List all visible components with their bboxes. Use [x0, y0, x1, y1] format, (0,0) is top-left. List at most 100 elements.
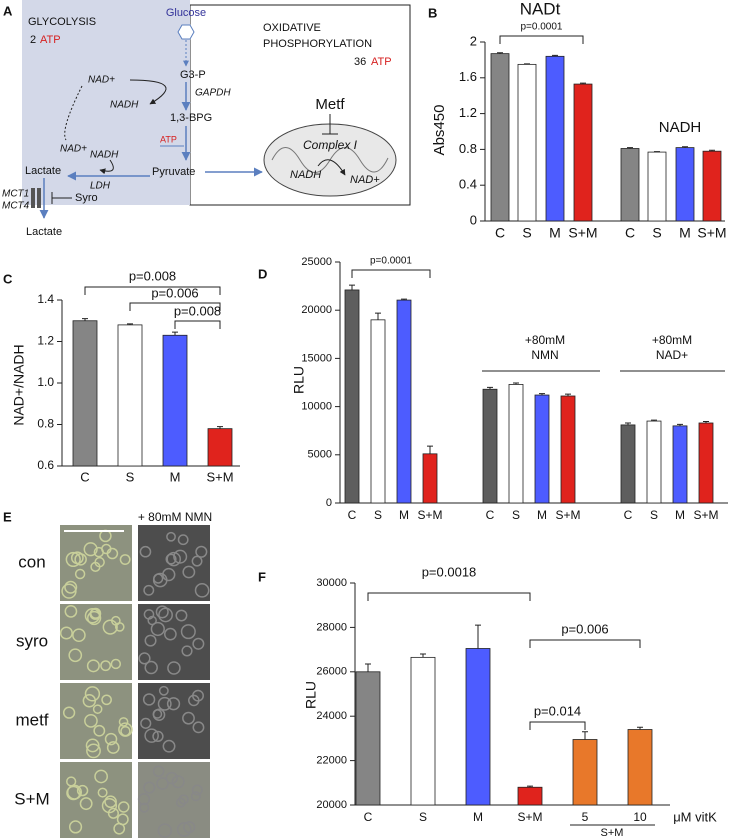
annotation: p=0.014 [534, 703, 581, 718]
significance-bracket [84, 286, 221, 295]
label: Syro [75, 192, 98, 204]
cell [190, 791, 201, 802]
cell [183, 821, 196, 834]
group-label: S+M [601, 827, 624, 839]
error-bar [172, 331, 178, 336]
cell [74, 568, 86, 580]
label: NADH [90, 150, 119, 161]
cell [171, 775, 185, 789]
label: Lactate [25, 165, 61, 177]
cell [150, 621, 165, 637]
cell [107, 807, 119, 819]
cell [152, 572, 168, 588]
panel-letter: B [428, 5, 437, 20]
error-bar [401, 298, 407, 301]
annotation: p=0.006 [561, 621, 608, 636]
error-bar [627, 147, 633, 149]
row-label: metf [15, 710, 48, 729]
y-axis-label: RLU [291, 366, 307, 394]
bar [396, 299, 412, 504]
significance-bracket [529, 721, 586, 730]
error-bar [677, 423, 683, 426]
arrow [99, 159, 114, 175]
annotation: p=0.0018 [422, 564, 477, 579]
cell [144, 634, 157, 647]
cell [68, 820, 83, 834]
label: Pyruvate [152, 166, 195, 178]
bar [672, 425, 688, 504]
x-tick-label: M [537, 508, 547, 522]
cell [104, 732, 118, 746]
cell [102, 619, 118, 635]
cell [164, 627, 177, 641]
x-tick-label: M [399, 508, 409, 522]
y-tick-label: 5000 [308, 449, 332, 461]
label: GLYCOLYSIS [28, 16, 96, 28]
error-bar [637, 726, 643, 730]
cell [166, 551, 182, 567]
x-tick-label: C [486, 508, 495, 522]
x-tick-label: M [549, 225, 561, 241]
label: Complex I [303, 138, 358, 152]
significance-bracket [351, 269, 431, 278]
error-bar [703, 421, 709, 423]
x-unit: μM vitK [673, 809, 717, 824]
cell [64, 580, 78, 594]
cell [116, 813, 129, 826]
cell [87, 610, 102, 626]
significance-bracket [499, 35, 584, 44]
cell [192, 637, 205, 650]
cell [65, 551, 81, 568]
cell [104, 795, 117, 809]
bar [344, 289, 360, 504]
cell [72, 628, 86, 642]
cell [181, 645, 193, 657]
x-tick-label: S+M [417, 508, 442, 522]
cell [101, 798, 118, 814]
error-bar [625, 422, 631, 425]
bar [490, 53, 510, 222]
bar-chart: 0.6 0.8 1.0 1.2 1.4 NAD+/NADH C S M S+M p=0.008 p=0… [11, 268, 240, 484]
bar [410, 656, 436, 806]
error-bar [420, 653, 426, 658]
cell [137, 793, 151, 806]
cell [139, 802, 150, 813]
cell [106, 741, 120, 754]
bar [422, 453, 438, 504]
x-tick-label: S+M [517, 810, 542, 824]
cell [180, 624, 196, 640]
cell [165, 553, 177, 565]
cell [175, 797, 186, 808]
x-tick-label: M [679, 225, 691, 241]
y-axis-label: NAD+/NADH [11, 344, 27, 425]
cell [167, 661, 181, 675]
bar [207, 428, 233, 467]
y-tick-label: 26000 [316, 666, 347, 678]
y-tick-label: 28000 [316, 621, 347, 633]
y-tick-label: 20000 [316, 799, 347, 811]
y-tick-label: 0.8 [37, 417, 54, 431]
label: 1,3-BPG [170, 112, 212, 124]
pathway-diagram: GLYCOLYSIS 2 ATP Glucose OXIDATIVE PHOSP… [2, 0, 411, 238]
micrograph [60, 683, 132, 759]
y-tick-label: 1.2 [37, 334, 54, 348]
x-tick-label: C [495, 225, 505, 241]
x-tick-label: S [374, 508, 382, 522]
bar [627, 729, 653, 806]
cell [70, 551, 84, 565]
group-label: NADH [659, 119, 702, 136]
label: NAD+ [350, 174, 380, 186]
panel-letter: A [3, 3, 13, 18]
error-bar [82, 318, 88, 321]
label: ATP [40, 34, 61, 46]
significance-bracket [129, 302, 221, 311]
bar [117, 324, 143, 467]
label: 36 [354, 56, 366, 68]
x-tick-label: S [652, 225, 661, 241]
cell [61, 583, 77, 599]
bar [162, 334, 188, 467]
cell [101, 694, 112, 706]
cell [64, 604, 78, 618]
annotation: p=0.008 [174, 303, 221, 318]
